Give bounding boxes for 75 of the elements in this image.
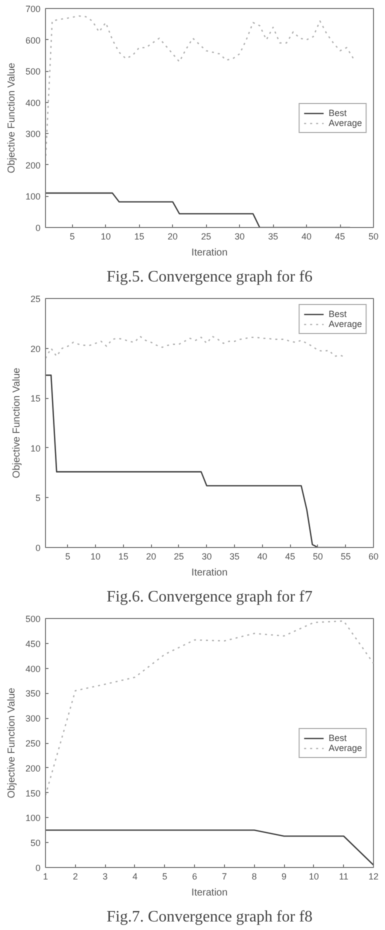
y-tick-label: 500 [25, 614, 41, 624]
y-tick-label: 50 [30, 838, 41, 848]
y-axis-title: Objective Function Value [11, 367, 22, 478]
y-tick-label: 300 [25, 714, 41, 724]
y-tick-label: 100 [25, 192, 41, 202]
legend-label: Best [328, 732, 348, 742]
x-tick-label: 10 [308, 872, 319, 882]
x-tick-label: 3 [102, 872, 108, 882]
x-tick-label: 7 [222, 872, 227, 882]
y-tick-label: 0 [35, 863, 41, 873]
x-tick-label: 20 [146, 552, 156, 562]
y-tick-label: 0 [35, 223, 41, 233]
y-tick-label: 15 [30, 394, 41, 404]
y-tick-label: 700 [25, 4, 41, 14]
legend-label: Average [328, 319, 362, 329]
x-tick-label: 12 [368, 872, 379, 882]
x-tick-label: 10 [100, 232, 111, 242]
x-tick-label: 25 [201, 232, 212, 242]
y-tick-label: 500 [25, 66, 41, 77]
y-tick-label: 300 [25, 129, 41, 140]
y-tick-label: 400 [25, 98, 41, 108]
x-tick-label: 5 [70, 232, 75, 242]
legend-label: Average [328, 118, 362, 128]
y-tick-label: 350 [25, 688, 41, 699]
x-tick-label: 40 [257, 552, 268, 562]
x-axis-title: Iteration [191, 888, 228, 898]
y-tick-label: 250 [25, 738, 41, 748]
x-tick-label: 15 [118, 552, 128, 562]
x-tick-label: 55 [340, 552, 351, 562]
x-tick-label: 1 [42, 872, 48, 882]
y-axis-title: Objective Function Value [6, 687, 18, 798]
x-tick-label: 5 [65, 552, 70, 562]
legend-label: Best [328, 108, 348, 118]
y-axis-title: Objective Function Value [6, 62, 18, 174]
y-tick-label: 0 [35, 543, 41, 553]
x-tick-label: 30 [234, 232, 245, 242]
x-tick-label: 15 [134, 232, 144, 242]
x-tick-label: 11 [339, 872, 348, 882]
y-tick-label: 200 [25, 763, 41, 774]
x-tick-label: 50 [312, 552, 323, 562]
y-tick-label: 400 [25, 664, 41, 674]
x-tick-label: 35 [268, 232, 278, 242]
text: Fig.6. Convergence graph for f7 [106, 588, 312, 606]
x-tick-label: 25 [174, 552, 184, 562]
y-tick-label: 600 [25, 35, 41, 46]
x-tick-label: 4 [132, 872, 138, 882]
y-tick-label: 25 [30, 294, 41, 304]
x-tick-label: 30 [202, 552, 212, 562]
x-tick-label: 45 [285, 552, 296, 562]
x-tick-label: 6 [192, 872, 198, 882]
x-axis-title: Iteration [191, 248, 228, 258]
y-tick-label: 150 [25, 788, 41, 798]
y-tick-label: 5 [35, 493, 41, 504]
y-tick-label: 100 [25, 813, 41, 824]
x-tick-label: 2 [72, 872, 78, 882]
y-tick-label: 20 [30, 344, 41, 354]
x-tick-label: 10 [90, 552, 101, 562]
x-axis-title: Iteration [191, 568, 228, 578]
legend-label: Average [328, 742, 362, 752]
x-tick-label: 35 [230, 552, 240, 562]
x-tick-label: 50 [368, 232, 379, 242]
legend-label: Best [328, 309, 348, 319]
x-tick-label: 40 [302, 232, 312, 242]
y-tick-label: 450 [25, 638, 41, 649]
y-tick-label: 200 [25, 160, 41, 170]
x-tick-label: 20 [168, 232, 178, 242]
y-tick-label: 10 [30, 443, 41, 454]
text: Fig.5. Convergence graph for f6 [106, 268, 312, 286]
line-series [46, 620, 374, 796]
text: Fig.7. Convergence graph for f8 [106, 908, 312, 926]
x-tick-label: 9 [282, 872, 287, 882]
x-tick-label: 60 [368, 552, 379, 562]
x-tick-label: 45 [335, 232, 346, 242]
x-tick-label: 5 [162, 872, 168, 882]
x-tick-label: 8 [252, 872, 257, 882]
